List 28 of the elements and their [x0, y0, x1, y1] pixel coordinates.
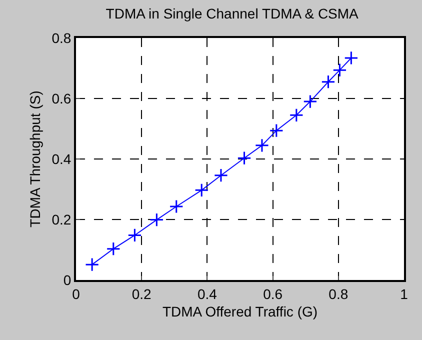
point	[128, 228, 142, 242]
point	[344, 50, 358, 66]
x-tick-label: 0.2	[132, 286, 152, 302]
x-tick-label: 0.4	[197, 286, 218, 302]
y-tick-label: 0.6	[52, 90, 72, 106]
y-tick-label: 0	[63, 272, 72, 288]
x-tick-label: 0.6	[263, 286, 283, 302]
y-tick-label: 0.4	[52, 150, 72, 167]
point	[106, 242, 120, 256]
chart-title: TDMA in Single Channel TDMA & CSMA	[106, 5, 360, 22]
point	[194, 183, 209, 198]
point	[85, 258, 100, 272]
x-tick-label: 1	[400, 286, 408, 302]
point	[269, 124, 284, 138]
point	[289, 108, 304, 122]
y-tick-label: 0.2	[52, 211, 72, 228]
y-axis-title: TDMA Throughput (S)	[26, 90, 43, 228]
point	[214, 168, 228, 182]
point	[150, 212, 164, 227]
point	[169, 199, 184, 214]
x-tick-label: 0.8	[328, 286, 348, 302]
point	[254, 138, 270, 152]
point	[237, 151, 252, 166]
point	[321, 74, 336, 89]
x-axis-title: TDMA Offered Traffic (G)	[162, 304, 318, 320]
point	[332, 63, 347, 78]
y-tick-label: 0.8	[52, 30, 72, 46]
point	[303, 94, 318, 109]
